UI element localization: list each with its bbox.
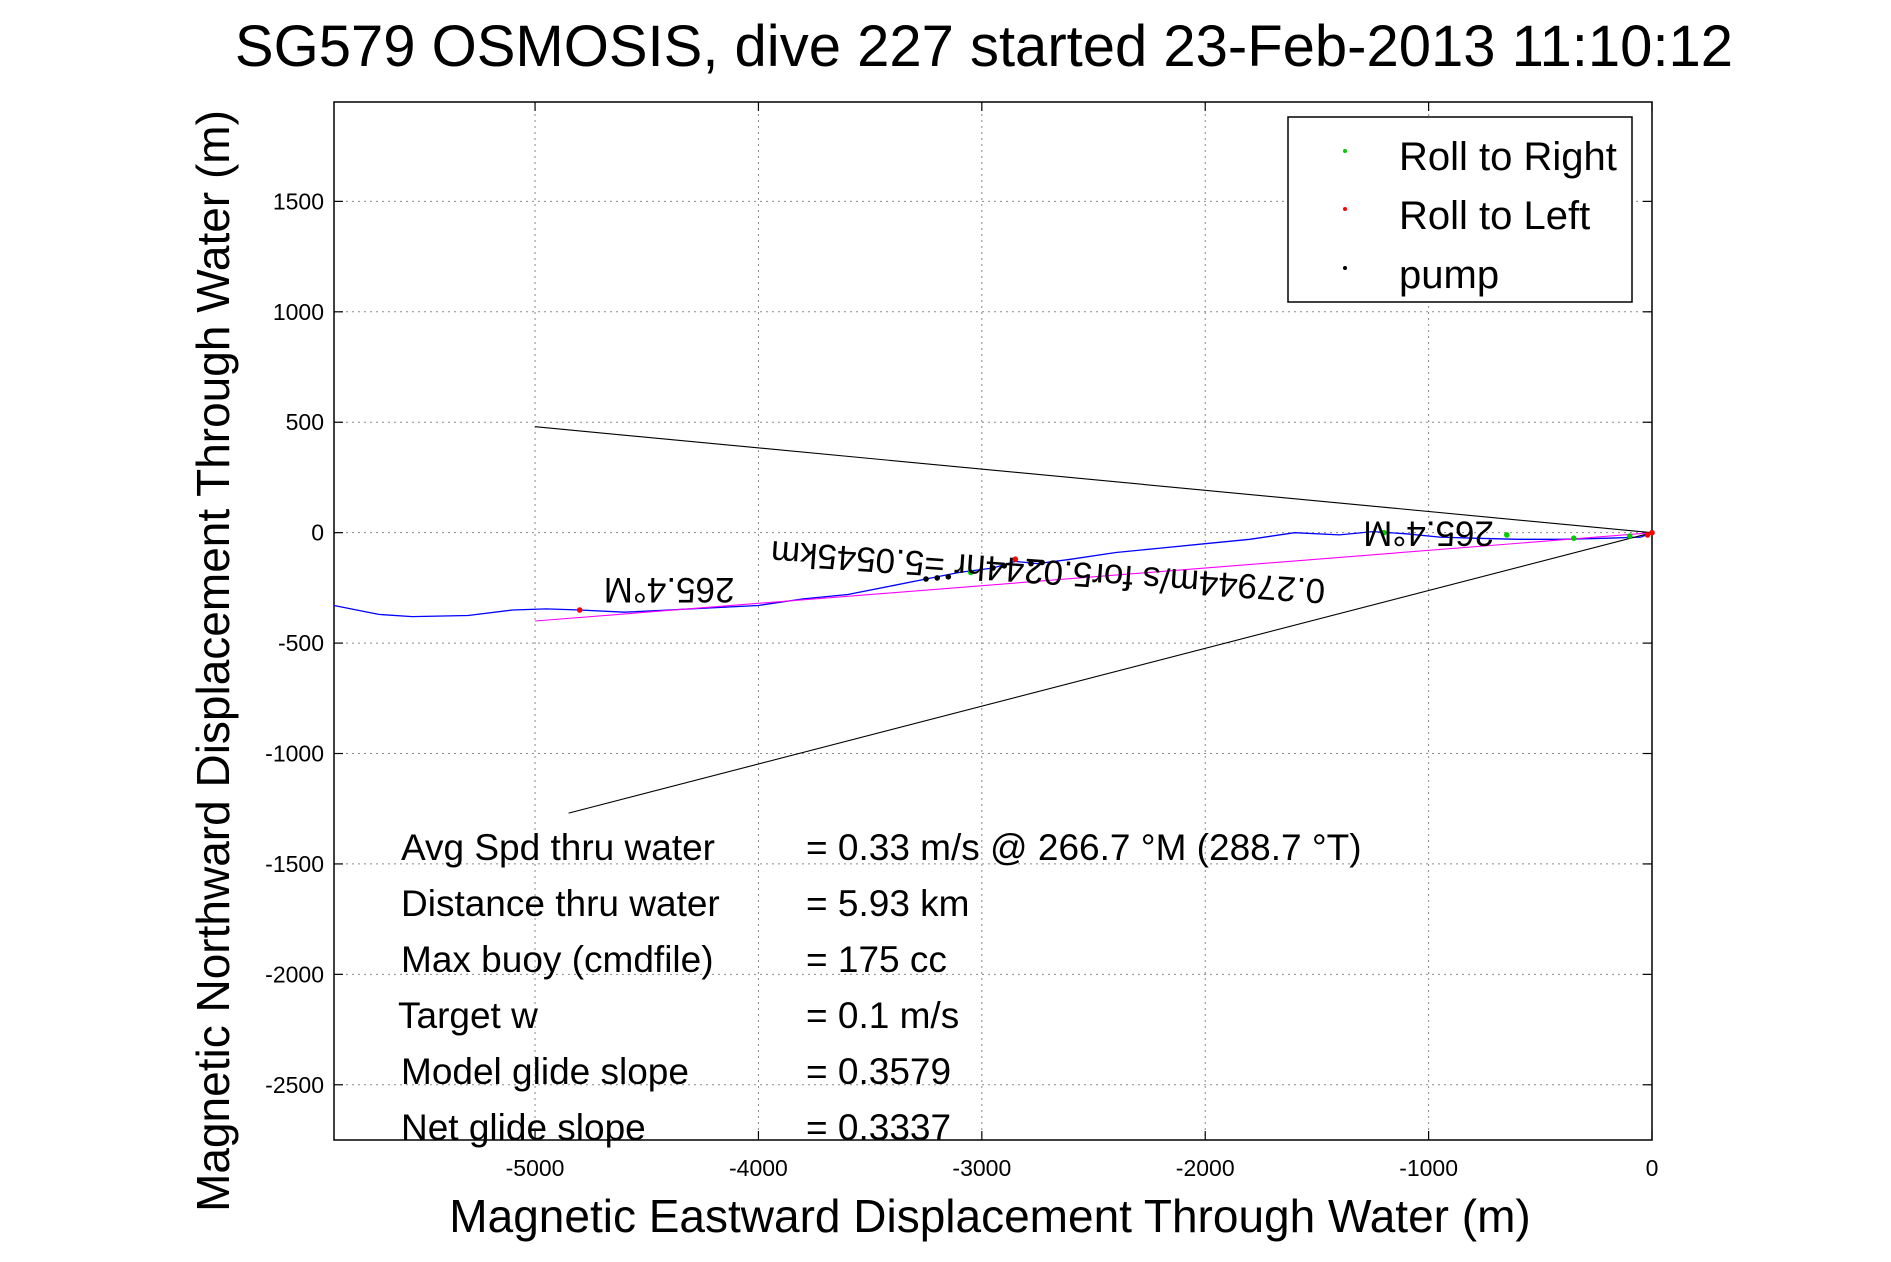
marker-roll-left xyxy=(1649,529,1655,536)
legend: Roll to Right Roll to Left pump xyxy=(1287,116,1633,303)
series-line-fit xyxy=(535,532,1653,622)
legend-marker-roll-right xyxy=(1343,149,1347,153)
x-tick-label: -4000 xyxy=(729,1155,788,1181)
y-tick-label: -500 xyxy=(278,630,324,656)
stat-label-target-w: Target w xyxy=(398,995,538,1036)
grid xyxy=(334,102,1653,1140)
marker-roll-right xyxy=(1571,535,1577,541)
stat-label-avg-speed: Avg Spd thru water xyxy=(401,827,715,868)
marker-roll-left xyxy=(1644,532,1651,538)
marker-pump xyxy=(990,565,996,571)
y-tick-label: 0 xyxy=(311,520,324,546)
chart-title: SG579 OSMOSIS, dive 227 started 23-Feb-2… xyxy=(235,14,1733,79)
marker-roll-left xyxy=(1012,556,1019,562)
stat-label-max-buoy: Max buoy (cmdfile) xyxy=(401,939,714,980)
y-tick-label: -2500 xyxy=(265,1072,324,1098)
stat-label-net-glide-slope: Net glide slope xyxy=(401,1107,646,1148)
plot-area xyxy=(333,101,1653,1141)
axis-ticks: -5000 -4000 -3000 -2000 -1000 0-2500-2000-150… xyxy=(265,102,1658,1181)
x-tick-label: -5000 xyxy=(506,1155,565,1181)
legend-label-roll-right: Roll to Right xyxy=(1399,135,1617,179)
legend-marker-roll-left xyxy=(1343,207,1347,211)
stats-block: Avg Spd thru water = 0.33 m/s @ 266.7 °M… xyxy=(398,827,1362,1148)
stat-value-target-w: = 0.1 m/s xyxy=(806,995,959,1036)
data-markers xyxy=(576,529,1655,613)
marker-roll-right xyxy=(1626,533,1633,539)
x-tick-label: 0 xyxy=(1646,1155,1659,1181)
marker-roll-right xyxy=(967,569,974,576)
marker-pump xyxy=(945,574,952,580)
legend-label-pump: pump xyxy=(1399,253,1499,297)
y-tick-label: 1500 xyxy=(273,188,324,214)
heading-annotation-right: 265.4°M xyxy=(1363,514,1494,553)
marker-pump xyxy=(1001,563,1007,569)
series-line-cone-lower xyxy=(568,532,1653,814)
x-axis-label: Magnetic Eastward Displacement Through W… xyxy=(449,1190,1530,1242)
stat-value-distance: = 5.93 km xyxy=(806,883,970,924)
stat-value-avg-speed: = 0.33 m/s @ 266.7 °M (288.7 °T) xyxy=(806,827,1362,868)
stat-label-model-glide-slope: Model glide slope xyxy=(401,1051,689,1092)
x-tick-label: -2000 xyxy=(1176,1155,1235,1181)
y-tick-label: -2000 xyxy=(265,961,324,987)
marker-roll-right xyxy=(1381,529,1387,536)
marker-roll-left xyxy=(576,607,583,613)
marker-roll-right xyxy=(1504,532,1510,538)
x-tick-label: -3000 xyxy=(952,1155,1011,1181)
marker-pump xyxy=(1039,559,1045,566)
stat-value-net-glide-slope: = 0.3337 xyxy=(806,1107,951,1148)
series-line-cone-upper xyxy=(535,426,1653,534)
marker-pump xyxy=(923,576,929,582)
y-tick-label: 500 xyxy=(286,409,324,435)
marker-pump xyxy=(934,575,940,581)
legend-marker-pump xyxy=(1343,266,1347,270)
stat-value-model-glide-slope: = 0.3579 xyxy=(806,1051,951,1092)
stat-value-max-buoy: = 175 cc xyxy=(806,939,947,980)
y-tick-label: -1500 xyxy=(265,851,324,877)
marker-pump xyxy=(1028,560,1034,567)
stat-label-distance: Distance thru water xyxy=(401,883,720,924)
legend-label-roll-left: Roll to Left xyxy=(1399,194,1590,238)
heading-annotation-left: 265.4°M xyxy=(604,570,735,609)
y-tick-label: 1000 xyxy=(273,299,324,325)
y-axis-label: Magnetic Northward Displacement Through … xyxy=(187,110,239,1212)
x-tick-label: -1000 xyxy=(1399,1155,1458,1181)
y-tick-label: -1000 xyxy=(265,741,324,767)
